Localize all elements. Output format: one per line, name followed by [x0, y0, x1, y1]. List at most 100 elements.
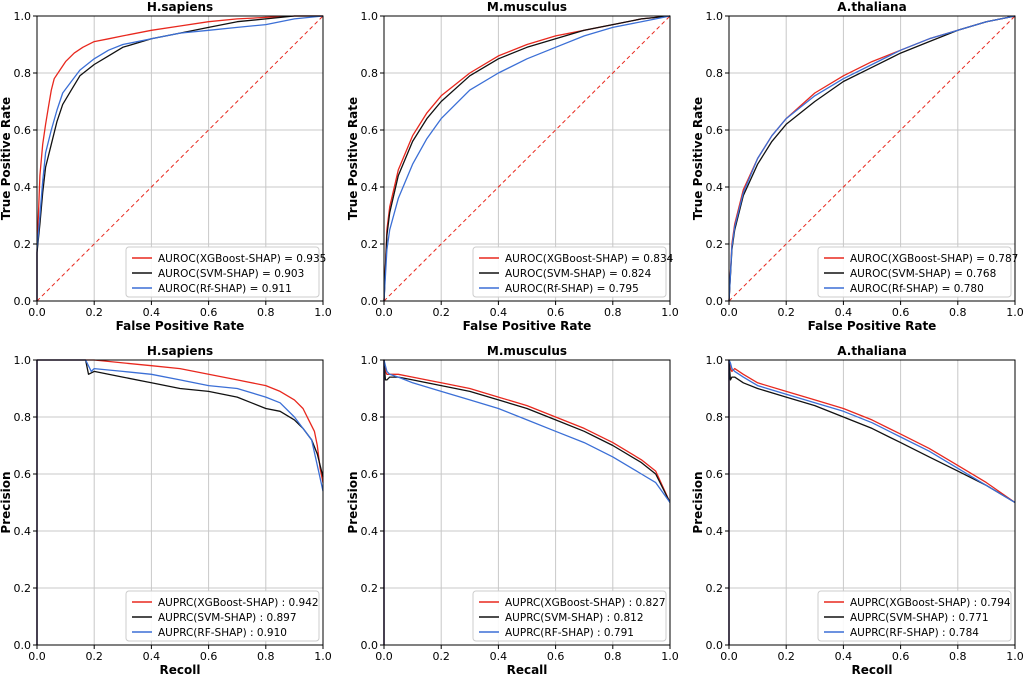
- y-tick-label: 1.0: [706, 10, 724, 23]
- legend: AUPRC(XGBoost-SHAP) : 0.942 AUPRC(SVM-SHA…: [125, 590, 320, 642]
- panel-roc-mmusculus: 0.0 0.2 0.4 0.6 0.8 1.0 0.0 0.2 0.4 0.6 0.8 1.0 M.mu…: [346, 0, 679, 333]
- legend-label-rf-shap: AUPRC(RF-SHAP) : 0.791: [505, 627, 634, 639]
- x-tick-label: 1.0: [1006, 650, 1024, 663]
- diagonal-reference-line: [36, 15, 324, 302]
- x-tick-label: 0.4: [835, 306, 853, 319]
- y-tick-label: 0.4: [14, 525, 32, 538]
- x-tick-label: 0.6: [547, 306, 565, 319]
- panel-roc-athaliana: 0.0 0.2 0.4 0.6 0.8 1.0 0.0 0.2 0.4 0.6 0.8 1.0 A.th…: [691, 0, 1024, 333]
- x-tick-label: 0.6: [892, 650, 910, 663]
- x-tick-label: 0.2: [85, 306, 103, 319]
- x-tick-label: 0.2: [777, 306, 795, 319]
- y-tick-label: 0.4: [706, 525, 724, 538]
- legend-label-svm-shap: AUPRC(SVM-SHAP) : 0.897: [158, 612, 297, 624]
- x-tick-label: 1.0: [1006, 306, 1024, 319]
- y-tick-label: 0.8: [14, 411, 32, 424]
- x-tick-label: 1.0: [314, 650, 332, 663]
- y-tick-label: 0.2: [706, 238, 724, 251]
- axes-frame: [383, 359, 671, 646]
- x-tick-label: 0.8: [604, 650, 622, 663]
- legend-label-xgboost-shap: AUROC(XGBoost-SHAP) = 0.834: [505, 253, 674, 265]
- legend-label-rf-shap: AUROC(Rf-SHAP) = 0.795: [505, 283, 639, 295]
- x-tick-label: 0.0: [720, 650, 738, 663]
- legend-label-svm-shap: AUPRC(SVM-SHAP) : 0.812: [505, 612, 644, 624]
- legend-label-rf-shap: AUPRC(RF-SHAP) : 0.910: [158, 627, 287, 639]
- x-tick-label: 0.8: [257, 306, 275, 319]
- legend: AUROC(XGBoost-SHAP) = 0.834 AUROC(SVM-SHA…: [472, 246, 674, 298]
- y-tick-label: 0.2: [14, 582, 32, 595]
- x-axis-label: Recoll: [160, 663, 201, 674]
- legend-label-xgboost-shap: AUPRC(XGBoost-SHAP) : 0.942: [158, 597, 319, 609]
- x-tick-label: 0.4: [490, 306, 508, 319]
- legend: AUROC(XGBoost-SHAP) = 0.787 AUROC(SVM-SHA…: [817, 246, 1018, 298]
- chart-title: M.musculus: [487, 344, 567, 358]
- y-tick-label: 0.4: [361, 181, 379, 194]
- y-tick-label: 0.0: [706, 295, 724, 308]
- x-tick-label: 0.8: [604, 306, 622, 319]
- series-line-rf-shap: [36, 15, 324, 301]
- legend-label-xgboost-shap: AUPRC(XGBoost-SHAP) : 0.827: [505, 597, 666, 609]
- legend-label-svm-shap: AUROC(SVM-SHAP) = 0.768: [850, 268, 996, 280]
- y-tick-label: 0.0: [361, 295, 379, 308]
- series-line-xgboost-shap: [728, 359, 1016, 645]
- y-tick-label: 0.2: [706, 582, 724, 595]
- legend-label-svm-shap: AUROC(SVM-SHAP) = 0.824: [505, 268, 652, 280]
- y-tick-label: 0.0: [14, 295, 32, 308]
- panel-pr-hsapiens: 0.0 0.2 0.4 0.6 0.8 1.0 0.0 0.2 0.4 0.6 0.8 1.0 H.sa…: [0, 344, 332, 674]
- legend-label-xgboost-shap: AUROC(XGBoost-SHAP) = 0.787: [850, 253, 1018, 265]
- chart-title: H.sapiens: [147, 344, 213, 358]
- y-tick-label: 0.8: [706, 411, 724, 424]
- legend-box: [472, 246, 667, 298]
- y-tick-label: 0.8: [14, 67, 32, 80]
- x-tick-label: 0.6: [200, 650, 218, 663]
- series-line-xgboost-shap: [36, 15, 323, 301]
- diagonal-reference-line: [728, 15, 1016, 302]
- x-tick-label: 0.8: [257, 650, 275, 663]
- chart-title: A.thaliana: [837, 344, 906, 358]
- x-tick-label: 0.2: [85, 650, 103, 663]
- x-tick-label: 0.0: [375, 650, 393, 663]
- y-tick-label: 0.0: [14, 639, 32, 652]
- panel-pr-athaliana: 0.0 0.2 0.4 0.6 0.8 1.0 0.0 0.2 0.4 0.6 0.8 1.0 A.th…: [691, 344, 1024, 674]
- y-tick-label: 1.0: [361, 354, 379, 367]
- y-tick-label: 0.8: [361, 67, 379, 80]
- series-line-rf-shap: [728, 359, 1016, 645]
- y-axis-label: Precision: [0, 471, 13, 533]
- x-tick-label: 0.2: [777, 650, 795, 663]
- series-line-svm-shap: [383, 359, 671, 645]
- series-line-rf-shap: [728, 15, 1016, 302]
- series-line-svm-shap: [383, 15, 671, 302]
- series-line-svm-shap: [728, 359, 1016, 645]
- y-tick-label: 0.0: [361, 639, 379, 652]
- panel-pr-mmusculus: 0.0 0.2 0.4 0.6 0.8 1.0 0.0 0.2 0.4 0.6 0.8 1.0 M.mu…: [346, 344, 679, 674]
- x-tick-label: 0.2: [432, 650, 450, 663]
- x-tick-label: 0.0: [28, 650, 46, 663]
- x-tick-label: 0.4: [143, 306, 161, 319]
- x-tick-label: 0.0: [28, 306, 46, 319]
- x-tick-label: 0.8: [949, 650, 967, 663]
- series-line-rf-shap: [383, 15, 671, 302]
- legend-label-xgboost-shap: AUPRC(XGBoost-SHAP) : 0.794: [850, 597, 1011, 609]
- x-tick-label: 0.6: [200, 306, 218, 319]
- series-line-rf-shap: [383, 359, 671, 645]
- y-axis-label: True Positive Rate: [0, 97, 13, 220]
- legend-label-svm-shap: AUROC(SVM-SHAP) = 0.903: [158, 268, 304, 280]
- series-line-svm-shap: [728, 15, 1016, 302]
- y-tick-label: 0.8: [361, 411, 379, 424]
- axes-frame: [728, 15, 1016, 302]
- x-tick-label: 0.4: [143, 650, 161, 663]
- x-tick-label: 0.6: [547, 650, 565, 663]
- y-tick-label: 0.2: [361, 238, 379, 251]
- panel-roc-hsapiens: 0.0 0.2 0.4 0.6 0.8 1.0 0.0 0.2 0.4 0.6 0.8 1.0 H.sa…: [0, 0, 332, 333]
- axes-frame: [36, 15, 324, 302]
- legend-box: [817, 590, 1012, 642]
- legend: AUROC(XGBoost-SHAP) = 0.935 AUROC(SVM-SHA…: [125, 246, 326, 298]
- chart-title: A.thaliana: [837, 0, 906, 14]
- chart-title: H.sapiens: [147, 0, 213, 14]
- x-axis-label: False Positive Rate: [463, 319, 592, 333]
- legend-box: [472, 590, 667, 642]
- y-tick-label: 0.6: [14, 124, 32, 137]
- x-tick-label: 0.2: [432, 306, 450, 319]
- axes-frame: [383, 15, 671, 302]
